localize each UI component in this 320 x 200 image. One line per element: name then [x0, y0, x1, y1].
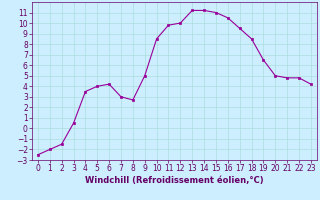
X-axis label: Windchill (Refroidissement éolien,°C): Windchill (Refroidissement éolien,°C) — [85, 176, 264, 185]
